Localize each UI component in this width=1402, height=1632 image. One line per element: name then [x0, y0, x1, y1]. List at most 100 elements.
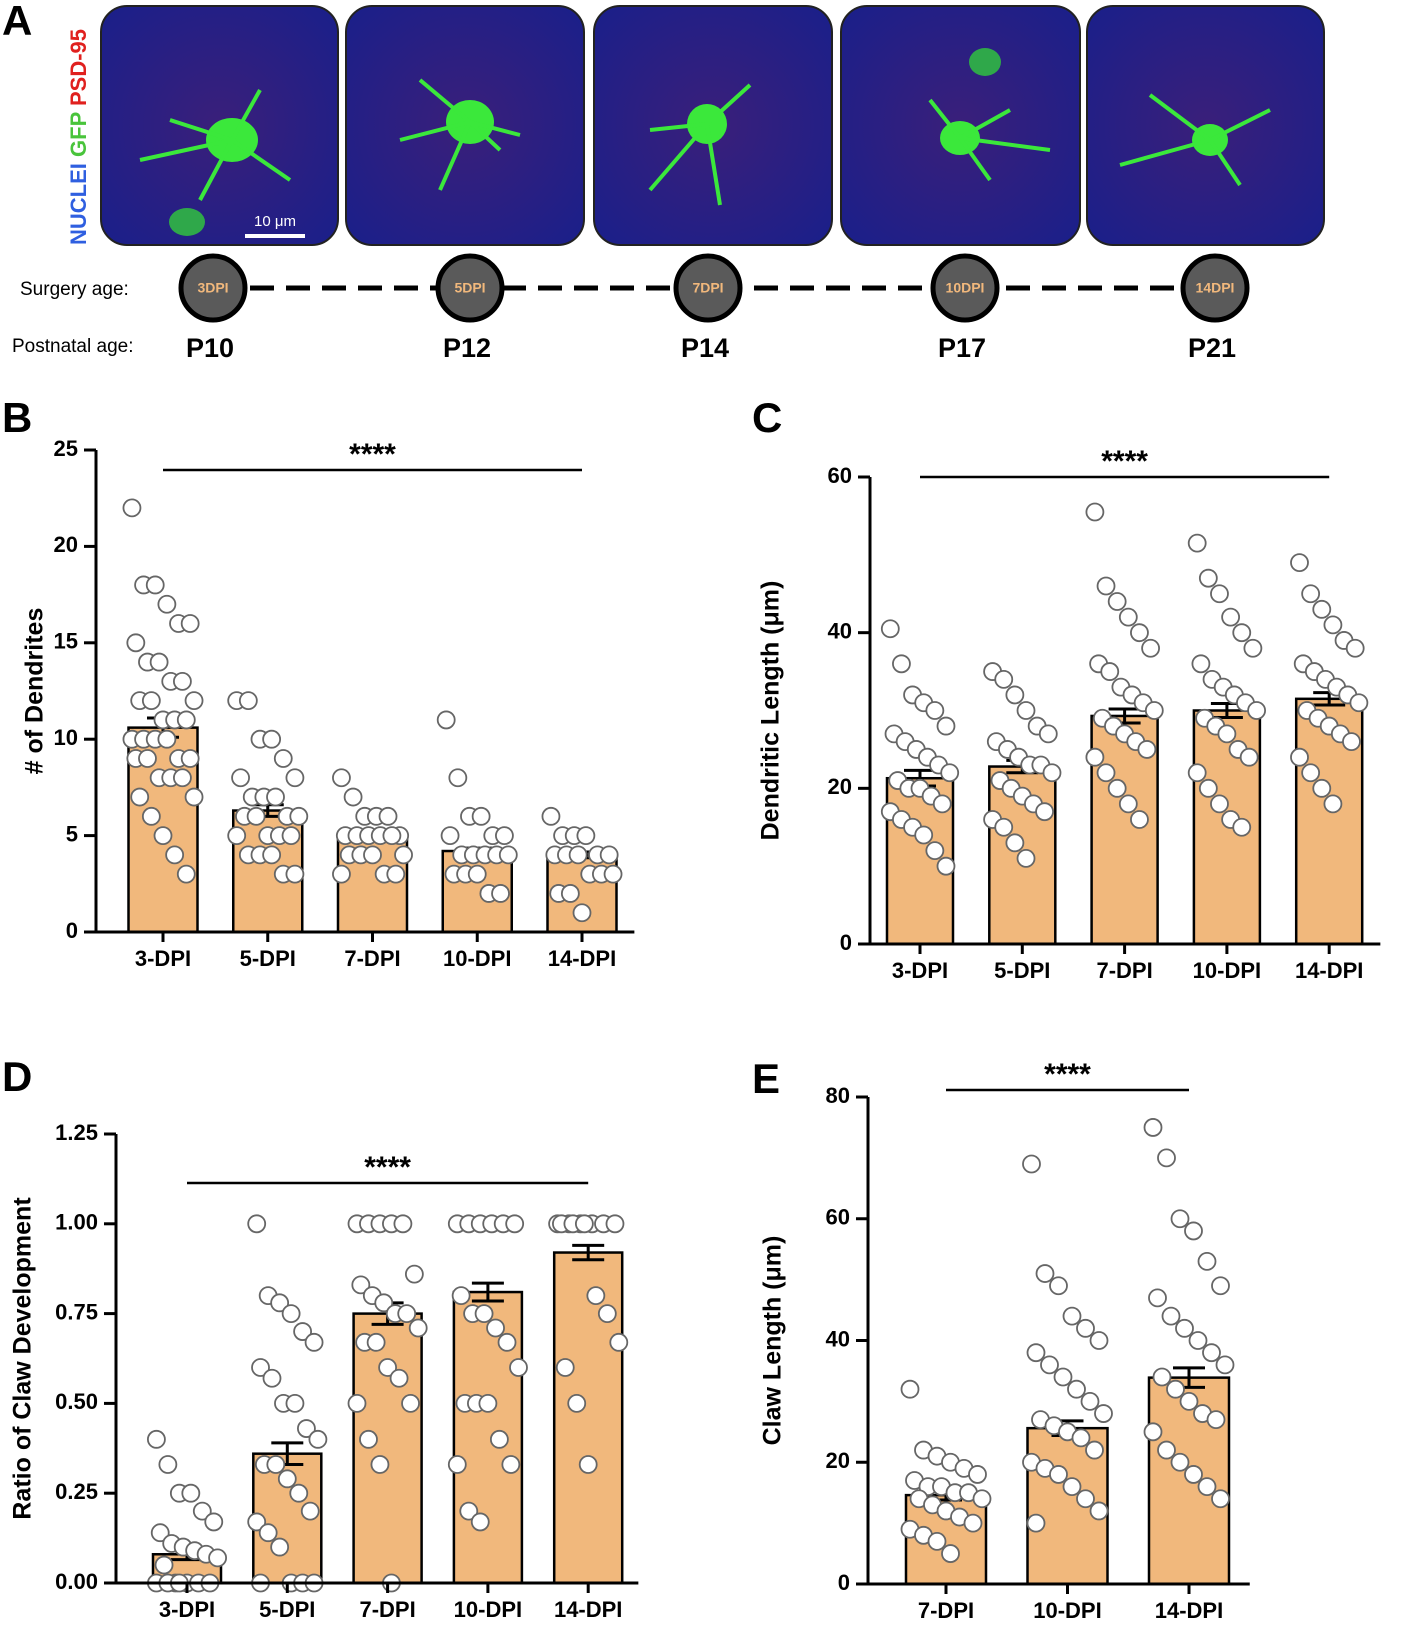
- data-point: [347, 1394, 367, 1413]
- data-point: [180, 614, 200, 633]
- data-point: [1187, 763, 1207, 783]
- y-tick-label: 40: [826, 1326, 850, 1351]
- data-point: [1141, 638, 1160, 658]
- data-point: [1191, 654, 1211, 674]
- surgery-label: Surgery age:: [20, 279, 129, 300]
- data-point: [192, 1501, 212, 1521]
- data-point: [1170, 1209, 1190, 1229]
- postnatal-age: P14: [681, 333, 729, 363]
- micrograph: 10 μm: [100, 5, 339, 246]
- data-point: [181, 1483, 201, 1503]
- data-point: [238, 691, 258, 711]
- surgery-age: 10DPI: [946, 280, 985, 296]
- x-tick-label: 14-DPI: [548, 946, 616, 971]
- data-point: [1202, 1343, 1221, 1363]
- significance-label: ****: [349, 438, 396, 471]
- data-point: [597, 1304, 617, 1323]
- channel-name: NUCLEI: [66, 163, 91, 245]
- data-point: [470, 1512, 490, 1532]
- y-tick-label: 60: [826, 1205, 850, 1230]
- data-point: [491, 884, 510, 903]
- micrograph: [1086, 5, 1325, 246]
- data-point: [1089, 1331, 1109, 1350]
- data-point: [1198, 568, 1218, 588]
- y-axis-label: # of Dendrites: [21, 608, 49, 775]
- significance-label: ****: [364, 1151, 411, 1184]
- panel-letter: A: [2, 0, 32, 44]
- data-point: [141, 806, 161, 826]
- data-point: [154, 1555, 174, 1575]
- data-point: [576, 826, 596, 845]
- data-point: [1217, 724, 1237, 744]
- data-point: [157, 594, 177, 614]
- data-point: [1161, 1306, 1181, 1326]
- x-tick-label: 3-DPI: [159, 1597, 215, 1622]
- data-point: [1042, 763, 1062, 783]
- data-point: [141, 691, 161, 711]
- data-point: [227, 826, 247, 845]
- data-point: [1187, 533, 1207, 553]
- data-point: [892, 654, 911, 674]
- data-point: [1016, 848, 1036, 868]
- data-point: [1022, 1154, 1041, 1174]
- data-point: [1005, 833, 1025, 853]
- error-bar: [572, 1243, 605, 1262]
- data-point: [1062, 1477, 1082, 1496]
- x-tick-label: 7-DPI: [918, 1598, 974, 1623]
- data-point: [486, 1318, 505, 1338]
- x-tick-label: 3-DPI: [892, 958, 948, 983]
- data-point: [378, 806, 398, 826]
- surgery-age: 5DPI: [454, 280, 485, 296]
- data-point: [404, 1264, 424, 1284]
- data-point: [382, 826, 402, 845]
- data-point: [285, 864, 305, 884]
- x-tick-label: 5-DPI: [240, 946, 296, 971]
- data-point: [1053, 1367, 1073, 1387]
- data-point: [370, 1455, 390, 1474]
- data-point: [122, 498, 142, 518]
- data-point: [281, 826, 301, 845]
- data-point: [332, 864, 351, 884]
- x-tick-label: 14-DPI: [554, 1597, 622, 1622]
- data-point: [246, 806, 266, 826]
- data-point: [1232, 817, 1252, 837]
- data-point: [1210, 794, 1229, 814]
- data-point: [1035, 802, 1054, 822]
- data-point: [459, 1501, 479, 1521]
- data-point: [936, 716, 956, 736]
- data-point: [1342, 732, 1361, 752]
- data-point: [247, 1214, 267, 1234]
- data-point: [1301, 763, 1321, 783]
- data-point: [149, 652, 169, 672]
- data-point: [401, 1394, 420, 1413]
- panel-letter: B: [2, 394, 32, 441]
- data-point: [1221, 607, 1241, 627]
- data-point: [1179, 1391, 1199, 1411]
- data-point: [448, 768, 468, 788]
- timepoint: [178, 253, 248, 323]
- y-tick-label: 0: [66, 918, 78, 943]
- data-point: [1062, 1306, 1082, 1326]
- y-tick-label: 0.25: [55, 1479, 98, 1504]
- x-tick-label: 5-DPI: [259, 1597, 315, 1622]
- data-point: [1166, 1379, 1185, 1399]
- timepoint: [673, 253, 743, 323]
- data-point: [927, 1531, 947, 1551]
- data-point: [204, 1512, 224, 1532]
- panel-a: A NUCLEI GFP PSD-95 10 μm: [2, 0, 1325, 357]
- data-point: [1290, 747, 1309, 767]
- y-tick-label: 40: [828, 618, 852, 643]
- data-point: [1184, 1221, 1203, 1241]
- data-point: [281, 1304, 301, 1323]
- data-point: [266, 787, 285, 807]
- data-point: [138, 749, 157, 768]
- data-point: [393, 1214, 413, 1234]
- x-tick-label: 10-DPI: [1193, 958, 1261, 983]
- y-axis-label: Claw Length (μm): [759, 1236, 787, 1446]
- y-tick-label: 1.25: [55, 1120, 98, 1145]
- y-tick-label: 15: [54, 629, 78, 654]
- data-point: [1016, 701, 1036, 720]
- data-point: [451, 1286, 471, 1306]
